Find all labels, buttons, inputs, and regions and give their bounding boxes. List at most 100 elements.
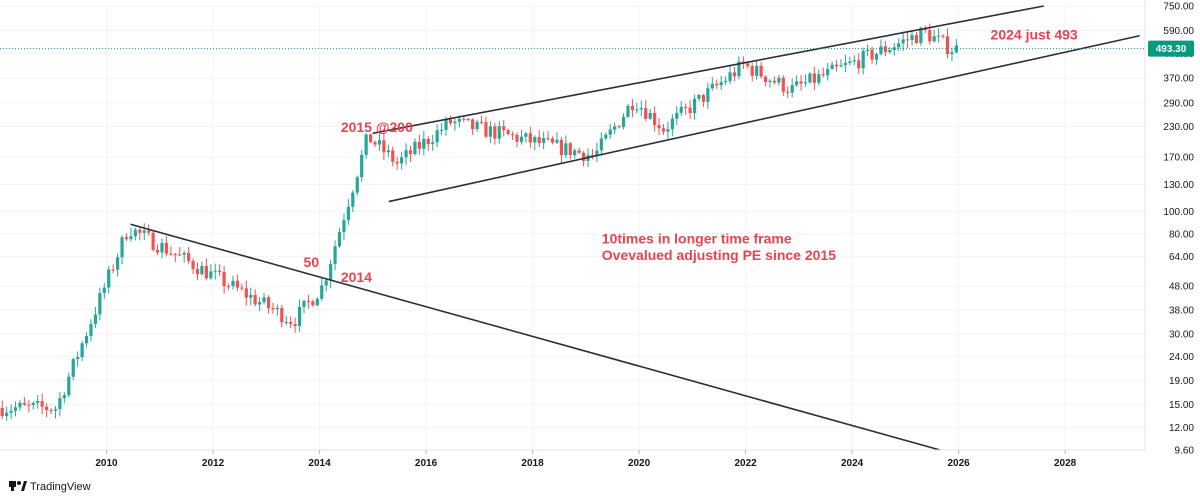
candle [102, 282, 106, 300]
candle [337, 228, 342, 248]
candle [266, 295, 271, 314]
candle [191, 258, 195, 275]
candle [533, 135, 537, 151]
candle [706, 82, 710, 109]
candle [306, 294, 311, 309]
candles-layer [0, 23, 958, 421]
candle [626, 103, 630, 119]
candle [404, 143, 408, 166]
candle [195, 262, 200, 281]
trendline-falling-resistance[interactable] [130, 223, 941, 451]
candle [129, 228, 133, 242]
candle [124, 233, 129, 242]
candle [5, 406, 9, 421]
candle [142, 223, 146, 241]
candle [18, 400, 22, 411]
candle [58, 391, 62, 417]
candle [107, 265, 111, 294]
candle [621, 113, 626, 130]
candle [493, 123, 497, 145]
candle [400, 151, 404, 170]
candle [777, 74, 781, 86]
candle [204, 258, 208, 281]
y-tick-label: 64.00 [1169, 252, 1194, 263]
y-tick-label: 24.00 [1169, 352, 1194, 363]
tradingview-branding[interactable]: TradingView [9, 481, 91, 493]
candle [595, 142, 599, 162]
x-tick-label: 2012 [202, 458, 225, 469]
candle [173, 252, 177, 263]
candle [27, 400, 31, 413]
candle [333, 240, 337, 271]
candle [408, 145, 413, 162]
candle [848, 56, 852, 66]
candle [302, 299, 306, 314]
candle [439, 122, 444, 136]
candle [684, 103, 688, 115]
candle [932, 29, 936, 43]
candle [732, 66, 737, 82]
candle [258, 297, 262, 312]
candle [169, 246, 173, 256]
trendline-channel-lower[interactable] [388, 34, 1140, 203]
candle [231, 275, 235, 290]
tradingview-logo-icon [9, 481, 27, 491]
candle [422, 131, 426, 156]
candle [763, 75, 768, 87]
candle [93, 306, 98, 329]
candle [80, 341, 84, 362]
candle [914, 32, 919, 45]
candle [160, 238, 164, 259]
candle [53, 406, 58, 419]
candle [910, 31, 914, 46]
candle [297, 299, 302, 332]
candle [795, 75, 799, 87]
last-price-tag: 493.30 [1148, 40, 1194, 57]
candle [71, 357, 75, 381]
candle [897, 38, 901, 52]
candle [710, 77, 714, 91]
candle [679, 100, 683, 116]
candle [808, 72, 812, 84]
candle [151, 229, 155, 252]
candle [244, 280, 248, 306]
candle [262, 292, 266, 305]
candle [555, 132, 559, 145]
candle [564, 135, 568, 159]
candle [22, 396, 27, 407]
candle [395, 156, 399, 170]
candle [834, 59, 839, 72]
y-tick-label: 370.00 [1163, 73, 1194, 84]
candle [635, 102, 639, 114]
candle [524, 131, 528, 143]
candle [728, 65, 732, 85]
candle [293, 317, 297, 333]
candle [475, 119, 479, 132]
candle [857, 53, 861, 74]
candle [320, 277, 324, 302]
candle [657, 117, 661, 136]
candle [519, 129, 524, 145]
candle [528, 126, 532, 149]
candle [755, 60, 759, 80]
candle [40, 393, 44, 415]
candle [315, 297, 319, 307]
candle [701, 93, 706, 107]
candle [852, 55, 856, 66]
candle [630, 98, 635, 118]
candle [426, 136, 430, 151]
candle [666, 121, 670, 139]
candle [413, 138, 417, 156]
candle [688, 100, 692, 119]
candle [599, 132, 603, 156]
trendline-channel-upper[interactable] [372, 5, 1044, 135]
candle [213, 263, 217, 280]
candle [235, 274, 240, 291]
candle [613, 122, 617, 135]
y-tick-label: 12.00 [1169, 423, 1194, 434]
candle [431, 134, 435, 151]
candle [226, 283, 231, 291]
candle [839, 59, 843, 68]
